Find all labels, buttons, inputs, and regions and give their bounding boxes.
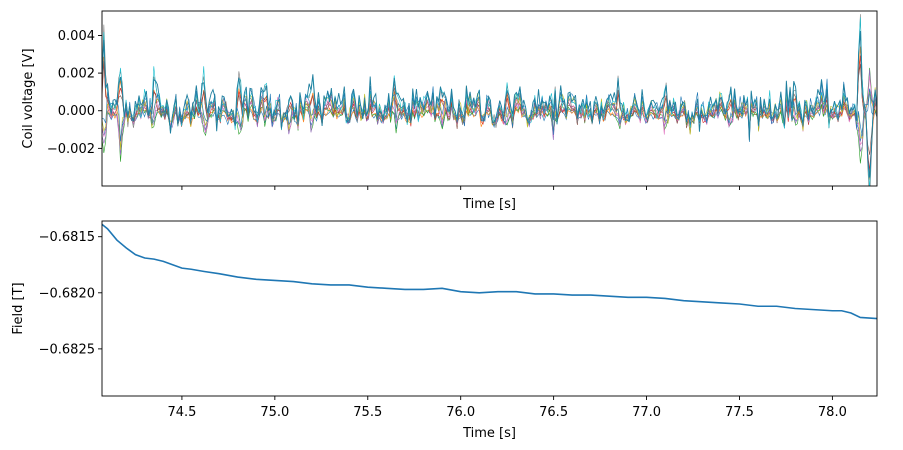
bottom-axes-frame	[101, 220, 878, 397]
top-y-tick-label: −0.002	[47, 142, 95, 157]
top-x-axis-label: Time [s]	[462, 197, 516, 212]
bottom-x-tick-label: 77.5	[725, 405, 754, 420]
coil-voltage-lines	[102, 14, 877, 186]
bottom-x-tick-label: 75.5	[353, 405, 382, 420]
top-y-tick-label: 0.000	[58, 104, 95, 119]
bottom-y-tick-label: −0.6825	[39, 342, 95, 357]
top-axes-frame	[101, 10, 878, 187]
field-panel: −0.6815 −0.6820 −0.6825 74.5 75.0 75.5 76.0 76…	[11, 220, 878, 441]
bottom-x-tick-label: 78.0	[818, 405, 847, 420]
bottom-x-axis-label: Time [s]	[462, 426, 516, 441]
coil-voltage-series-line	[102, 31, 877, 178]
bottom-y-ticks: −0.6815 −0.6820 −0.6825	[39, 230, 102, 357]
top-y-tick-label: 0.004	[58, 29, 95, 44]
bottom-x-tick-label: 76.0	[446, 405, 475, 420]
top-y-axis-label: Coil voltage [V]	[21, 48, 36, 148]
bottom-y-tick-label: −0.6815	[39, 230, 95, 245]
bottom-x-tick-label: 76.5	[539, 405, 568, 420]
bottom-y-axis-label: Field [T]	[11, 282, 26, 334]
bottom-x-tick-label: 77.0	[632, 405, 661, 420]
top-x-ticks	[181, 186, 833, 190]
top-y-tick-label: 0.002	[58, 67, 95, 82]
bottom-x-tick-label: 75.0	[260, 405, 289, 420]
bottom-x-ticks: 74.5 75.0 75.5 76.0 76.5 77.0 77.5 78.0	[167, 396, 847, 420]
bottom-y-tick-label: −0.6820	[39, 286, 95, 301]
bottom-x-tick-label: 74.5	[167, 405, 196, 420]
field-series-line	[102, 223, 877, 320]
top-y-ticks: −0.002 0.000 0.002 0.004	[47, 29, 102, 157]
coil-voltage-panel: −0.002 0.000 0.002 0.004 Time [s] Coil volt…	[21, 10, 878, 212]
